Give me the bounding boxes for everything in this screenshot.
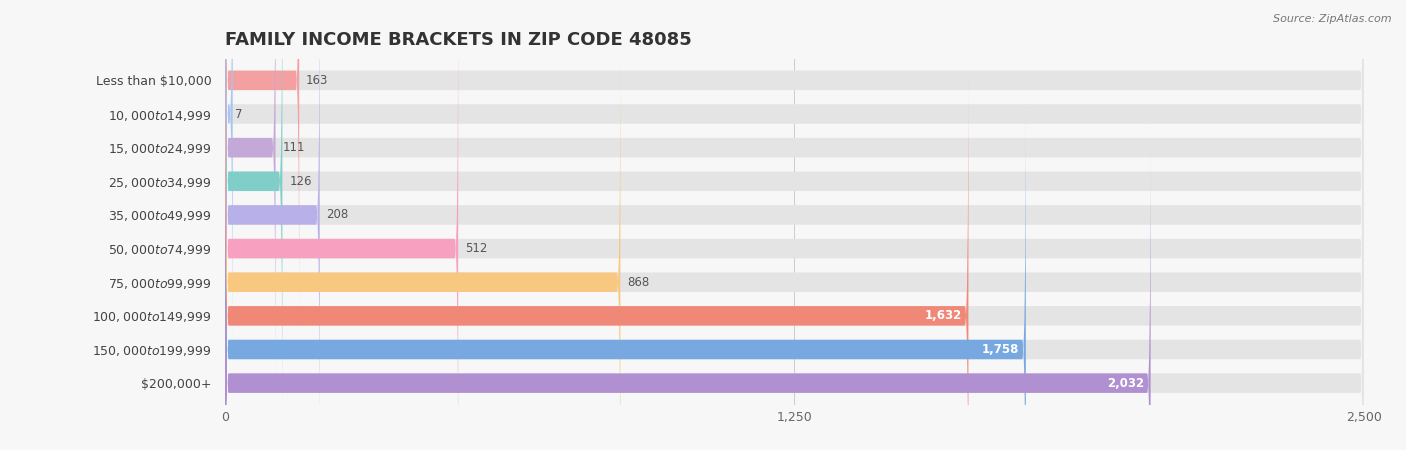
FancyBboxPatch shape [225,23,620,450]
FancyBboxPatch shape [225,0,1364,407]
FancyBboxPatch shape [225,0,276,407]
FancyBboxPatch shape [225,0,1364,450]
Text: 512: 512 [465,242,488,255]
Text: 208: 208 [326,208,349,221]
Text: 163: 163 [307,74,329,87]
FancyBboxPatch shape [225,23,1364,450]
Text: 2,032: 2,032 [1107,377,1144,390]
Text: 126: 126 [290,175,312,188]
FancyBboxPatch shape [225,0,458,450]
Text: FAMILY INCOME BRACKETS IN ZIP CODE 48085: FAMILY INCOME BRACKETS IN ZIP CODE 48085 [225,31,692,49]
Text: 1,632: 1,632 [924,309,962,322]
Text: Source: ZipAtlas.com: Source: ZipAtlas.com [1274,14,1392,23]
FancyBboxPatch shape [225,0,1364,374]
FancyBboxPatch shape [225,57,969,450]
FancyBboxPatch shape [225,0,1364,450]
FancyBboxPatch shape [225,124,1150,450]
FancyBboxPatch shape [225,0,319,450]
Text: 1,758: 1,758 [981,343,1019,356]
Text: 111: 111 [283,141,305,154]
Text: 7: 7 [235,108,242,121]
Text: 868: 868 [627,276,650,289]
FancyBboxPatch shape [225,0,1364,340]
FancyBboxPatch shape [225,0,233,374]
FancyBboxPatch shape [225,0,299,340]
FancyBboxPatch shape [225,0,1364,441]
FancyBboxPatch shape [225,0,283,441]
FancyBboxPatch shape [225,57,1364,450]
FancyBboxPatch shape [225,124,1364,450]
FancyBboxPatch shape [225,90,1026,450]
FancyBboxPatch shape [225,90,1364,450]
